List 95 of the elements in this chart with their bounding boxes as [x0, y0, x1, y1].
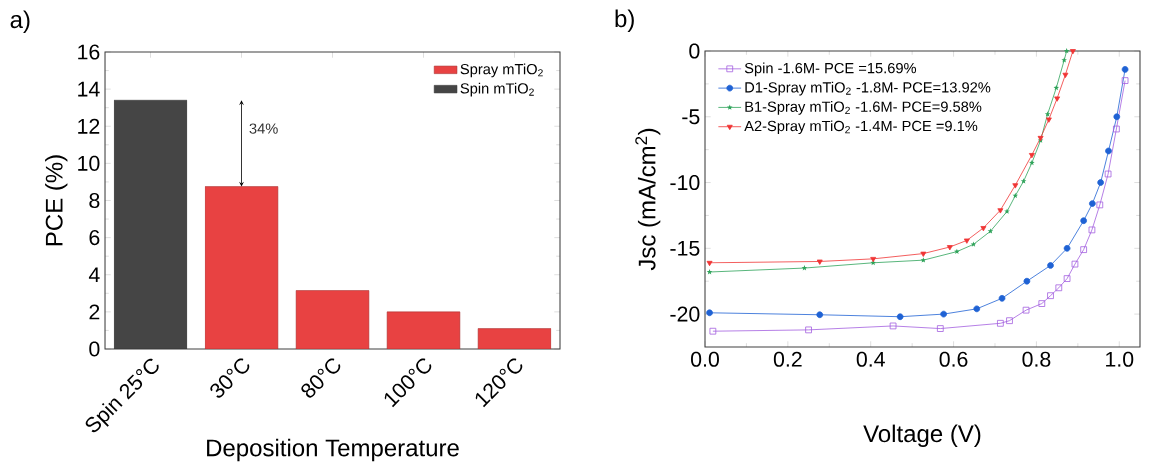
point: [940, 310, 947, 318]
y-tick-label: -10: [670, 175, 700, 191]
annotation: 34%: [249, 123, 278, 134]
y-tick-label: 0: [689, 43, 700, 59]
point: [980, 226, 987, 232]
point: [1012, 192, 1019, 199]
point: [1113, 125, 1120, 133]
point: [1063, 275, 1071, 282]
point: [896, 313, 904, 321]
y-tick-label: 12: [78, 118, 100, 134]
point: [1071, 260, 1079, 268]
point: [1047, 292, 1054, 300]
point: [1063, 48, 1070, 54]
point: [1004, 208, 1010, 214]
point: [1089, 200, 1096, 207]
y-tick-label: -20: [670, 306, 700, 322]
x-tick-label: 0.8: [1022, 351, 1051, 367]
point: [1047, 262, 1054, 269]
point: [946, 245, 953, 251]
point: [1097, 179, 1104, 186]
point: [889, 322, 897, 330]
point: [1069, 49, 1076, 55]
point: [1012, 183, 1019, 189]
point: [816, 259, 823, 265]
x-tick-label: 0.2: [773, 351, 802, 367]
y-tick-label: -5: [682, 109, 700, 125]
y-axis-title: PCE (%): [45, 155, 68, 246]
y-tick-label: 8: [89, 192, 100, 209]
point: [1054, 96, 1061, 102]
point: [920, 257, 927, 263]
point: [1045, 117, 1052, 123]
bar: [477, 328, 552, 349]
point: [1088, 226, 1096, 234]
point: [1061, 57, 1067, 63]
bar: [204, 186, 279, 349]
x-axis-title: Voltage (V): [863, 424, 981, 447]
point: [1028, 153, 1035, 159]
point: [706, 309, 713, 317]
point: [1113, 113, 1121, 121]
point: [997, 319, 1004, 327]
point: [963, 238, 970, 244]
point: [801, 265, 808, 271]
legend-label: Spin -1.6M- PCE =15.69%: [744, 62, 917, 77]
point: [936, 325, 944, 332]
point: [973, 305, 981, 313]
legend-label: A2-Spray mTiO$_{2}$ -1.4M- PCE =9.1%: [744, 120, 978, 135]
point: [1044, 111, 1051, 117]
point: [1038, 300, 1046, 307]
chart-title: a): [10, 10, 30, 33]
point: [1053, 84, 1060, 91]
legend-label: D1-Spray mTiO$_{2}$ -1.8M- PCE=13.92%: [745, 81, 991, 96]
point: [1062, 72, 1069, 79]
chart-title: b): [615, 9, 634, 32]
x-tick-label: 0.0: [691, 351, 719, 367]
point: [1096, 201, 1104, 209]
point: [1055, 284, 1063, 292]
y-tick-label: 10: [78, 155, 100, 171]
y-tick-label: -15: [670, 240, 700, 256]
y-axis-title: Jsc (mA/cm$^{2}$): [635, 128, 661, 271]
point: [997, 208, 1004, 214]
point: [1080, 246, 1087, 253]
point: [709, 327, 717, 335]
y-tick-label: 16: [78, 44, 100, 60]
point: [1006, 317, 1013, 325]
point: [1020, 178, 1027, 184]
point: [706, 260, 713, 267]
y-tick-label: 4: [88, 267, 100, 283]
point: [970, 241, 977, 247]
point: [1121, 77, 1129, 84]
x-tick-label: 0.4: [856, 351, 885, 367]
legend-label: Spray mTiO$_{2}$: [460, 63, 543, 78]
point: [987, 228, 994, 234]
point: [706, 269, 713, 275]
x-tick-label: 0.6: [939, 351, 968, 367]
bar: [295, 290, 370, 349]
point: [1080, 217, 1087, 225]
point: [920, 251, 927, 257]
y-tick-label: 2: [89, 304, 100, 320]
y-tick-label: 6: [89, 230, 100, 246]
point: [998, 294, 1006, 302]
point: [1063, 244, 1071, 252]
bar: [386, 311, 461, 349]
x-tick-label: 1.0: [1106, 351, 1134, 367]
point: [816, 311, 824, 319]
legend-label: Spin mTiO$_{2}$: [460, 82, 534, 97]
point: [1121, 66, 1129, 73]
point: [1104, 170, 1112, 178]
point: [805, 326, 812, 334]
point: [1022, 306, 1030, 314]
point: [1023, 277, 1031, 285]
y-tick-label: 0: [89, 341, 100, 357]
y-tick-label: 14: [78, 81, 100, 97]
x-axis-title: Deposition Temperature: [207, 438, 459, 462]
legend-label: B1-Spray mTiO$_{2}$ -1.6M- PCE=9.58%: [745, 101, 982, 115]
point: [1105, 147, 1112, 155]
